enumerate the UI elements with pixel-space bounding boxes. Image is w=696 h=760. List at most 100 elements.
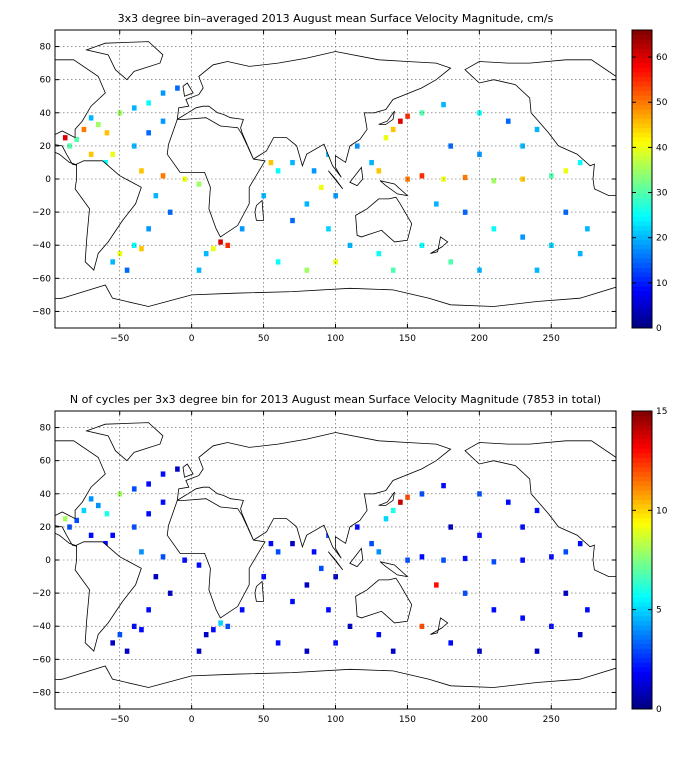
colorbar-segment: [632, 587, 652, 593]
colorbar-segment: [632, 541, 652, 547]
y-tick-label: 20: [40, 523, 52, 533]
data-cell: [146, 481, 151, 487]
colorbar-segment: [632, 169, 652, 175]
colorbar-segment: [632, 476, 652, 482]
y-tick-label: −60: [32, 274, 51, 284]
colorbar-tick-label: 30: [656, 189, 668, 199]
data-cell: [491, 607, 497, 613]
x-tick-label: 150: [399, 715, 416, 725]
colorbar-segment: [632, 244, 652, 250]
colorbar-segment: [632, 248, 652, 254]
data-cell: [520, 615, 525, 621]
y-tick-label: 80: [40, 43, 52, 53]
data-cell: [333, 259, 338, 265]
colorbar-segment: [632, 643, 652, 649]
data-cell: [311, 168, 317, 174]
colorbar-segment: [632, 681, 652, 687]
colorbar-tick-label: 20: [656, 234, 668, 244]
colorbar-segment: [632, 216, 652, 222]
data-cell: [520, 557, 525, 563]
colorbar-segment: [632, 146, 652, 152]
colorbar-segment: [632, 155, 652, 161]
data-cell: [131, 105, 137, 111]
colorbar-segment: [632, 62, 652, 68]
colorbar-frame: [631, 29, 653, 329]
y-tick-label: 0: [45, 175, 51, 185]
colorbar-segment: [632, 555, 652, 561]
colorbar-segment: [632, 471, 652, 477]
coastlines: [55, 422, 616, 709]
colorbar-segment: [632, 192, 652, 199]
data-cell: [160, 471, 166, 477]
data-cell: [196, 267, 202, 273]
data-cell: [275, 640, 281, 646]
colorbar-segment: [632, 629, 652, 635]
x-tick-label: 50: [258, 334, 270, 344]
data-cell: [304, 201, 310, 207]
data-cell: [139, 168, 144, 174]
data-cell: [534, 507, 540, 514]
data-cell: [419, 110, 425, 116]
data-cell: [347, 623, 353, 630]
data-cell: [196, 562, 202, 568]
y-tick-label: 40: [40, 109, 52, 119]
cycle-count-panel: N of cycles per 3x3 degree bin for 2013 …: [32, 393, 668, 725]
colorbar-segment: [632, 532, 652, 538]
x-tick-label: 0: [189, 715, 195, 725]
data-cell: [146, 100, 151, 106]
colorbar-segment: [632, 202, 652, 208]
y-tick-label: −80: [32, 688, 51, 698]
data-cell: [549, 173, 554, 179]
data-cell: [95, 502, 101, 509]
data-cell: [139, 549, 144, 555]
colorbar-segment: [632, 160, 652, 166]
data-cell: [318, 184, 324, 191]
data-cell: [131, 524, 137, 530]
colorbar-segment: [632, 448, 652, 454]
data-cell: [534, 648, 540, 654]
data-cell: [491, 178, 497, 184]
colorbar-tick-label: 5: [656, 606, 662, 616]
land-outline: [176, 51, 452, 178]
colorbar-segment: [632, 286, 652, 292]
data-cell: [203, 251, 209, 257]
colorbar-segment: [632, 578, 652, 584]
x-tick-label: 250: [543, 334, 560, 344]
colorbar-segment: [632, 211, 652, 217]
colorbar-segment: [632, 225, 652, 231]
colorbar-segment: [632, 648, 652, 654]
data-cell: [131, 143, 137, 149]
land-outline: [355, 577, 413, 624]
y-tick-label: 80: [40, 424, 52, 434]
colorbar-segment: [632, 494, 652, 500]
data-cell: [290, 598, 295, 605]
data-cell: [103, 540, 108, 547]
land-outline: [254, 580, 265, 602]
colorbar-segment: [632, 276, 652, 282]
data-cell: [110, 640, 115, 646]
colorbar-segment: [632, 601, 652, 607]
data-cell: [160, 554, 166, 560]
x-tick-label: 200: [471, 334, 488, 344]
data-cell: [434, 201, 439, 207]
data-cell: [117, 251, 123, 257]
data-cell: [390, 648, 396, 654]
colorbar-segment: [632, 290, 652, 296]
data-cell: [347, 242, 353, 249]
colorbar-segment: [632, 272, 652, 278]
grid-lines: [55, 30, 616, 328]
data-cell: [146, 607, 151, 613]
data-cell: [153, 193, 159, 199]
data-cell: [261, 574, 267, 580]
data-cell: [74, 517, 80, 524]
colorbar-segment: [632, 466, 652, 472]
colorbar-segment: [632, 165, 652, 171]
colorbar-tick-label: 0: [656, 705, 662, 715]
colorbar-segment: [632, 597, 652, 603]
colorbar-segment: [632, 34, 652, 40]
colorbar-segment: [632, 81, 652, 87]
data-cell: [74, 136, 80, 143]
data-cell: [520, 524, 525, 530]
colorbar-segment: [632, 690, 652, 696]
data-cell: [139, 246, 144, 252]
